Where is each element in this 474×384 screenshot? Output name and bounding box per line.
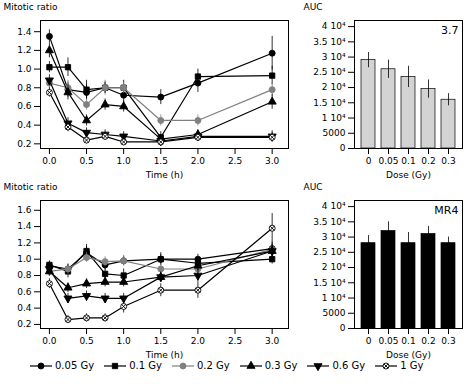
svg-text:4 10⁴: 4 10⁴ — [322, 201, 346, 211]
svg-text:3.7: 3.7 — [441, 24, 459, 37]
svg-text:5000: 5000 — [323, 128, 346, 138]
svg-text:2.5: 2.5 — [228, 156, 242, 166]
svg-text:1.5 10⁴: 1.5 10⁴ — [313, 98, 346, 108]
svg-text:0.3: 0.3 — [441, 336, 455, 346]
svg-text:0.4: 0.4 — [17, 303, 32, 313]
svg-text:2.0: 2.0 — [191, 336, 206, 346]
svg-text:4 10⁴: 4 10⁴ — [322, 21, 346, 31]
svg-text:0.1: 0.1 — [401, 336, 415, 346]
svg-text:1.0: 1.0 — [17, 254, 32, 264]
svg-text:Dose (Gy): Dose (Gy) — [386, 170, 431, 180]
svg-text:0.2: 0.2 — [17, 319, 31, 329]
svg-text:2.0: 2.0 — [191, 156, 206, 166]
svg-text:1.5: 1.5 — [154, 156, 168, 166]
html-text:1 Gy: 1 Gy — [400, 360, 424, 371]
svg-text:0.2: 0.2 — [421, 156, 435, 166]
svg-text:2 10⁴: 2 10⁴ — [322, 262, 346, 272]
html-text:0.3 Gy: 0.3 Gy — [264, 360, 298, 371]
svg-text:2.5: 2.5 — [228, 336, 242, 346]
svg-text:0: 0 — [340, 143, 346, 153]
svg-text:Dose (Gy): Dose (Gy) — [386, 350, 431, 360]
svg-text:1 10⁴: 1 10⁴ — [322, 113, 346, 123]
svg-text:0.3: 0.3 — [441, 156, 455, 166]
html-text:0.1 Gy: 0.1 Gy — [129, 360, 162, 371]
svg-text:1.0: 1.0 — [116, 336, 131, 346]
svg-text:0.8: 0.8 — [17, 83, 32, 93]
svg-text:3.0: 3.0 — [265, 156, 280, 166]
svg-text:0.5: 0.5 — [79, 156, 93, 166]
svg-text:1.0: 1.0 — [116, 156, 131, 166]
svg-text:MR4: MR4 — [434, 204, 458, 217]
svg-text:0.6: 0.6 — [17, 101, 32, 111]
svg-text:3 10⁴: 3 10⁴ — [322, 52, 346, 62]
svg-text:0.05: 0.05 — [378, 156, 398, 166]
html-text:0.05 Gy: 0.05 Gy — [55, 360, 95, 371]
svg-text:0: 0 — [366, 336, 372, 346]
svg-text:0.2: 0.2 — [421, 336, 435, 346]
svg-text:1 10⁴: 1 10⁴ — [322, 293, 346, 303]
svg-text:5000: 5000 — [323, 308, 346, 318]
svg-text:3 10⁴: 3 10⁴ — [322, 232, 346, 242]
svg-text:AUC: AUC — [304, 2, 323, 12]
svg-text:Time (h): Time (h) — [145, 350, 184, 360]
svg-text:0.5: 0.5 — [79, 336, 93, 346]
svg-text:2.5 10⁴: 2.5 10⁴ — [313, 247, 346, 257]
svg-text:1.4: 1.4 — [17, 27, 32, 37]
svg-text:0.4: 0.4 — [17, 120, 32, 130]
svg-text:AUC: AUC — [304, 182, 323, 192]
svg-text:2.5 10⁴: 2.5 10⁴ — [313, 67, 346, 77]
svg-text:Time (h): Time (h) — [145, 170, 184, 180]
svg-text:1.4: 1.4 — [17, 221, 32, 231]
svg-text:0: 0 — [366, 156, 372, 166]
html-text:0.2 Gy: 0.2 Gy — [196, 360, 230, 371]
svg-text:3.5 10⁴: 3.5 10⁴ — [313, 217, 346, 227]
svg-text:0.1: 0.1 — [401, 156, 415, 166]
svg-text:1.0: 1.0 — [17, 64, 32, 74]
svg-text:0.6: 0.6 — [17, 287, 32, 297]
html-text:0.6 Gy: 0.6 Gy — [332, 360, 366, 371]
svg-text:0.0: 0.0 — [42, 156, 57, 166]
svg-text:1.2: 1.2 — [17, 238, 31, 248]
svg-text:0: 0 — [340, 323, 346, 333]
svg-text:1.2: 1.2 — [17, 45, 31, 55]
svg-text:Mitotic ratio: Mitotic ratio — [4, 2, 58, 12]
svg-text:Mitotic ratio: Mitotic ratio — [4, 182, 58, 192]
svg-text:0.05: 0.05 — [378, 336, 398, 346]
svg-text:1.6: 1.6 — [17, 205, 32, 215]
svg-text:3.5 10⁴: 3.5 10⁴ — [313, 37, 346, 47]
svg-text:0.0: 0.0 — [42, 336, 57, 346]
svg-text:0.8: 0.8 — [17, 270, 32, 280]
svg-text:1.5: 1.5 — [154, 336, 168, 346]
svg-text:1.5 10⁴: 1.5 10⁴ — [313, 278, 346, 288]
svg-text:0.2: 0.2 — [17, 139, 31, 149]
svg-text:3.0: 3.0 — [265, 336, 280, 346]
svg-text:2 10⁴: 2 10⁴ — [322, 82, 346, 92]
